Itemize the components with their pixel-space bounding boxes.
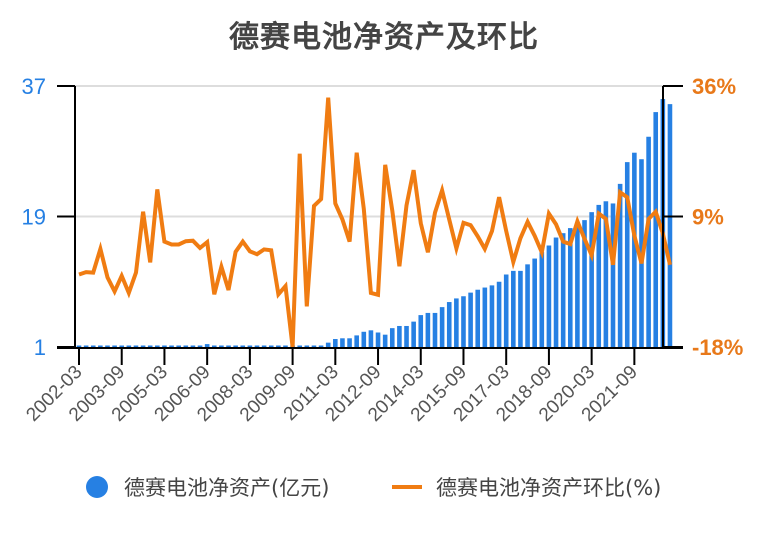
bar[interactable]	[190, 345, 196, 348]
bar[interactable]	[404, 325, 409, 347]
bar[interactable]	[653, 112, 659, 347]
bar[interactable]	[624, 162, 630, 347]
chart-plot: 1 -18%19 9%37 36%2002-032003-092005-032006-…	[22, 74, 744, 426]
bar[interactable]	[546, 245, 552, 348]
bar[interactable]	[368, 330, 374, 347]
bar[interactable]	[361, 331, 367, 347]
bar[interactable]	[133, 345, 139, 348]
bar[interactable]	[211, 345, 217, 348]
bar[interactable]	[197, 345, 203, 348]
bar[interactable]	[532, 258, 537, 347]
bar[interactable]	[325, 342, 331, 347]
bar[interactable]	[311, 345, 317, 348]
bar[interactable]	[468, 292, 473, 347]
right-tick-label: 9%	[692, 205, 724, 230]
bar[interactable]	[261, 345, 267, 348]
bar[interactable]	[375, 332, 381, 348]
bar[interactable]	[98, 345, 103, 348]
bar[interactable]	[667, 104, 673, 347]
bar[interactable]	[382, 334, 388, 347]
legend-line-icon	[392, 485, 422, 489]
bar[interactable]	[140, 345, 146, 348]
bar[interactable]	[318, 345, 324, 348]
bar[interactable]	[646, 136, 651, 347]
bar[interactable]	[560, 233, 566, 347]
bar[interactable]	[496, 281, 502, 347]
bar[interactable]	[162, 345, 167, 348]
bar[interactable]	[347, 338, 352, 347]
bar[interactable]	[112, 345, 117, 348]
left-tick-label: 1	[34, 335, 46, 360]
bar[interactable]	[333, 339, 338, 347]
bar[interactable]	[567, 228, 573, 347]
chart-title: 德赛电池净资产及环比	[229, 20, 539, 55]
bar[interactable]	[461, 296, 466, 347]
bar[interactable]	[632, 152, 637, 347]
left-tick-label: 19	[22, 205, 46, 230]
bar[interactable]	[411, 321, 416, 347]
bar[interactable]	[511, 270, 516, 347]
bar[interactable]	[397, 325, 402, 347]
bar[interactable]	[610, 203, 616, 347]
bar[interactable]	[425, 312, 431, 347]
bar[interactable]	[219, 345, 224, 348]
bar[interactable]	[247, 345, 253, 348]
bar[interactable]	[589, 212, 594, 347]
right-tick-label: 36%	[692, 74, 736, 99]
bar[interactable]	[503, 274, 509, 348]
bar[interactable]	[617, 183, 623, 347]
bar-series	[76, 99, 673, 348]
legend-item-net-assets[interactable]: 德赛电池净资产(亿元)	[86, 472, 329, 502]
bar[interactable]	[304, 345, 310, 348]
legend-label: 德赛电池净资产环比(%)	[436, 476, 662, 500]
bar[interactable]	[90, 345, 96, 348]
bar[interactable]	[432, 312, 438, 347]
bar[interactable]	[454, 298, 459, 347]
bar[interactable]	[126, 345, 132, 348]
bar[interactable]	[553, 237, 559, 347]
bar[interactable]	[596, 204, 602, 347]
bar[interactable]	[233, 345, 238, 348]
chart-legend: 德赛电池净资产(亿元) 德赛电池净资产环比(%)	[0, 472, 768, 506]
bar[interactable]	[354, 335, 359, 347]
bar[interactable]	[475, 289, 481, 347]
bar[interactable]	[105, 345, 110, 348]
bar[interactable]	[147, 345, 153, 348]
bar[interactable]	[119, 345, 125, 348]
bar[interactable]	[518, 270, 523, 347]
bar[interactable]	[254, 345, 260, 348]
legend-circle-icon	[86, 476, 108, 498]
bar[interactable]	[603, 201, 609, 347]
bar[interactable]	[240, 345, 246, 348]
bar[interactable]	[176, 345, 181, 348]
bar[interactable]	[575, 224, 580, 347]
bar[interactable]	[446, 302, 452, 347]
bar[interactable]	[268, 345, 274, 348]
bar[interactable]	[297, 345, 303, 348]
bar[interactable]	[155, 345, 160, 348]
bar[interactable]	[226, 345, 231, 348]
left-tick-label: 37	[22, 74, 46, 99]
bar[interactable]	[83, 345, 89, 348]
bar[interactable]	[340, 338, 345, 347]
bar[interactable]	[204, 344, 210, 347]
line-series[interactable]	[78, 97, 672, 348]
bar[interactable]	[169, 345, 174, 348]
bar[interactable]	[482, 287, 488, 347]
bar[interactable]	[283, 345, 288, 348]
bar[interactable]	[276, 345, 281, 348]
right-tick-label: -18%	[692, 335, 743, 360]
legend-label: 德赛电池净资产(亿元)	[124, 476, 330, 500]
bar[interactable]	[418, 315, 424, 347]
bar[interactable]	[582, 220, 587, 347]
bar[interactable]	[439, 307, 445, 347]
bar[interactable]	[389, 328, 395, 347]
bar[interactable]	[183, 345, 189, 348]
bar[interactable]	[76, 345, 82, 348]
bar[interactable]	[489, 285, 495, 347]
legend-item-net-assets-qoq[interactable]: 德赛电池净资产环比(%)	[392, 472, 661, 502]
bar[interactable]	[525, 264, 530, 347]
bar[interactable]	[539, 252, 545, 347]
